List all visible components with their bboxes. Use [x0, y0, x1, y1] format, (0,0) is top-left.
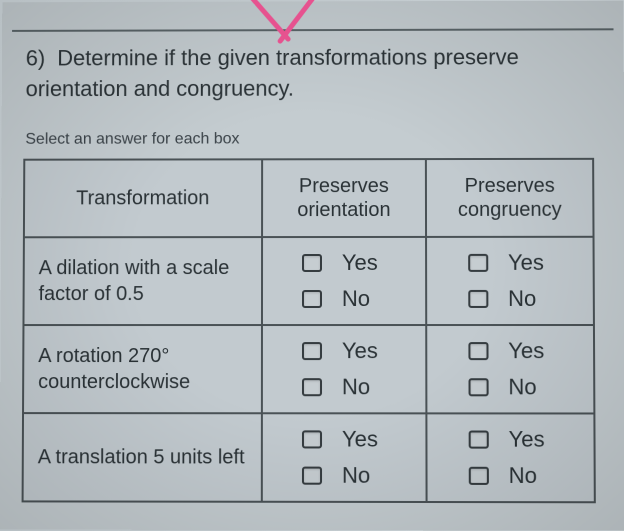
option-no[interactable]: No: [272, 374, 415, 400]
checkbox-icon: [468, 378, 488, 396]
option-no[interactable]: No: [438, 374, 584, 400]
option-label: Yes: [342, 338, 386, 364]
checkbox-icon: [302, 290, 322, 308]
option-label: No: [342, 286, 386, 312]
checkbox-icon: [302, 342, 322, 360]
option-label: No: [508, 286, 552, 312]
checkbox-icon: [468, 467, 488, 485]
table-row: A translation 5 units left Yes No Yes: [24, 414, 594, 501]
option-no[interactable]: No: [438, 463, 584, 489]
congruency-cell: Yes No: [428, 414, 594, 501]
option-yes[interactable]: Yes: [272, 338, 415, 364]
header-orientation: Preserves orientation: [263, 160, 428, 236]
answer-table: Transformation Preserves orientation Pre…: [22, 158, 596, 503]
header-label: Transformation: [76, 186, 209, 210]
option-label: No: [509, 463, 553, 489]
transform-label: A dilation with a scale factor of 0.5: [38, 255, 246, 307]
pink-x-mark: [240, 0, 330, 46]
transform-cell: A dilation with a scale factor of 0.5: [24, 238, 262, 324]
transform-cell: A translation 5 units left: [24, 414, 263, 501]
table-row: A dilation with a scale factor of 0.5 Ye…: [24, 238, 592, 326]
header-congruency: Preserves congruency: [427, 160, 592, 236]
checkbox-icon: [468, 431, 488, 449]
checkbox-icon: [302, 467, 322, 485]
option-yes[interactable]: Yes: [437, 250, 582, 276]
option-no[interactable]: No: [273, 286, 416, 312]
question-number: 6): [26, 46, 46, 71]
header-label: Preserves orientation: [271, 174, 418, 222]
option-label: Yes: [508, 427, 552, 453]
option-label: Yes: [342, 250, 386, 276]
option-label: No: [342, 374, 386, 400]
checkbox-icon: [302, 430, 322, 448]
option-no[interactable]: No: [272, 463, 415, 489]
checkbox-icon: [302, 254, 322, 272]
question-body: Determine if the given transformations p…: [26, 44, 519, 100]
top-rule: [12, 28, 613, 32]
checkbox-icon: [468, 342, 488, 360]
checkbox-icon: [302, 378, 322, 396]
orientation-cell: Yes No: [263, 238, 428, 324]
congruency-cell: Yes No: [427, 238, 593, 324]
option-yes[interactable]: Yes: [438, 338, 584, 364]
orientation-cell: Yes No: [262, 326, 427, 412]
congruency-cell: Yes No: [427, 326, 593, 412]
transform-cell: A rotation 270° counterclockwise: [24, 326, 262, 412]
option-label: Yes: [508, 250, 552, 276]
question-text: 6) Determine if the given transformation…: [26, 42, 600, 104]
orientation-cell: Yes No: [262, 414, 427, 501]
checkbox-icon: [468, 254, 488, 272]
header-transformation: Transformation: [25, 160, 263, 236]
option-label: No: [342, 463, 386, 489]
table-header-row: Transformation Preserves orientation Pre…: [25, 160, 593, 238]
option-label: No: [508, 374, 552, 400]
transform-label: A translation 5 units left: [38, 444, 247, 470]
option-label: Yes: [342, 426, 386, 452]
option-yes[interactable]: Yes: [273, 250, 416, 276]
option-yes[interactable]: Yes: [272, 426, 415, 452]
option-yes[interactable]: Yes: [438, 426, 584, 452]
option-no[interactable]: No: [437, 286, 582, 312]
table-row: A rotation 270° counterclockwise Yes No …: [24, 326, 593, 414]
instruction-text: Select an answer for each box: [25, 131, 239, 149]
checkbox-icon: [468, 290, 488, 308]
option-label: Yes: [508, 338, 552, 364]
transform-label: A rotation 270° counterclockwise: [38, 343, 246, 395]
header-label: Preserves congruency: [435, 174, 584, 222]
